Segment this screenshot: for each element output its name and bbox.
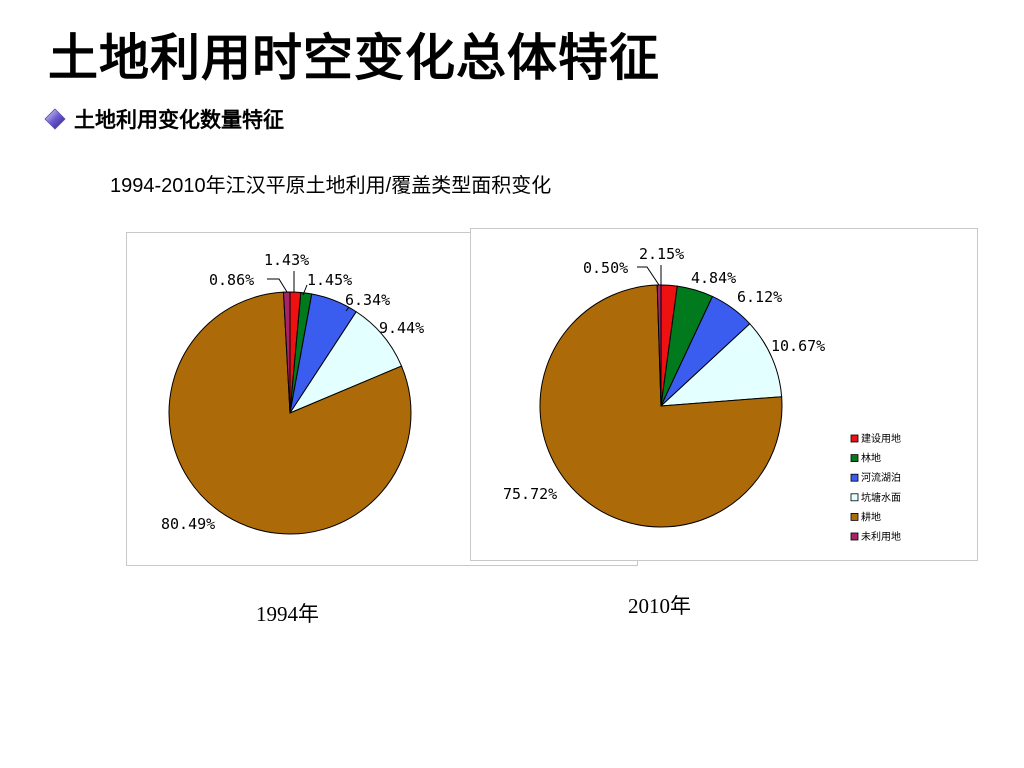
legend-label-建设用地: 建设用地 [861,432,901,445]
section-heading: 土地利用变化数量特征 [74,108,284,132]
pie-slice-耕地 [539,284,783,528]
legend-swatch-林地 [850,454,859,463]
diamond-bullet-icon [44,108,66,130]
legend-swatch-建设用地 [850,434,859,443]
slide-title: 土地利用时空变化总体特征 [48,29,660,87]
pie-slice-耕地 [168,291,412,535]
data-label-坑塘水面: 9.44% [379,319,424,337]
legend-swatch-河流湖泊 [850,473,859,482]
data-label-河流湖泊: 6.34% [345,291,390,309]
legend-swatch-未利用地 [850,532,859,541]
data-label-未利用地: 0.86% [209,271,254,289]
data-label-建设用地: 2.15% [639,245,684,263]
legend-label-未利用地: 未利用地 [861,530,901,543]
legend-label-林地: 林地 [861,452,881,465]
caption-1994: 1994年 [256,602,319,626]
legend-label-河流湖泊: 河流湖泊 [861,471,901,484]
chart-heading: 1994-2010年江汉平原土地利用/覆盖类型面积变化 [110,175,552,197]
data-label-耕地: 80.49% [161,515,215,533]
pie-slice-坑塘水面 [659,323,783,407]
pie-chart-1994: 1.43% 1.45% 6.34% 9.44% 80.49% 0.86% [161,251,424,535]
data-label-河流湖泊: 6.12% [737,288,782,306]
chart-panel-2010: 2.15% 4.84% 6.12% 10.67% 75.72% 0.50% 建设用地林地河流… [470,228,978,561]
data-label-建设用地: 1.43% [264,251,309,269]
pie-chart-2010: 2.15% 4.84%6.12% 10.67% 75.72% 0.50% 建设用地林地河流… [503,245,901,543]
data-label-耕地: 75.72% [503,485,557,503]
legend-label-耕地: 耕地 [861,510,881,523]
data-label-未利用地: 0.50% [583,259,628,277]
data-label-林地: 4.84% [691,269,736,287]
legend-label-坑塘水面: 坑塘水面 [861,491,901,504]
legend-swatch-坑塘水面 [850,493,859,502]
data-label-坑塘水面: 10.67% [771,337,825,355]
leader-line-未利用地 [637,266,660,286]
data-label-林地: 1.45% [307,271,352,289]
leader-line-未利用地 [267,278,288,293]
caption-2010: 2010年 [628,594,691,618]
leader-line-河流湖泊 [345,306,350,312]
leader-line-林地 [302,284,308,296]
legend-swatch-耕地 [850,512,859,521]
bullet-row: 土地利用变化数量特征 [44,104,284,134]
